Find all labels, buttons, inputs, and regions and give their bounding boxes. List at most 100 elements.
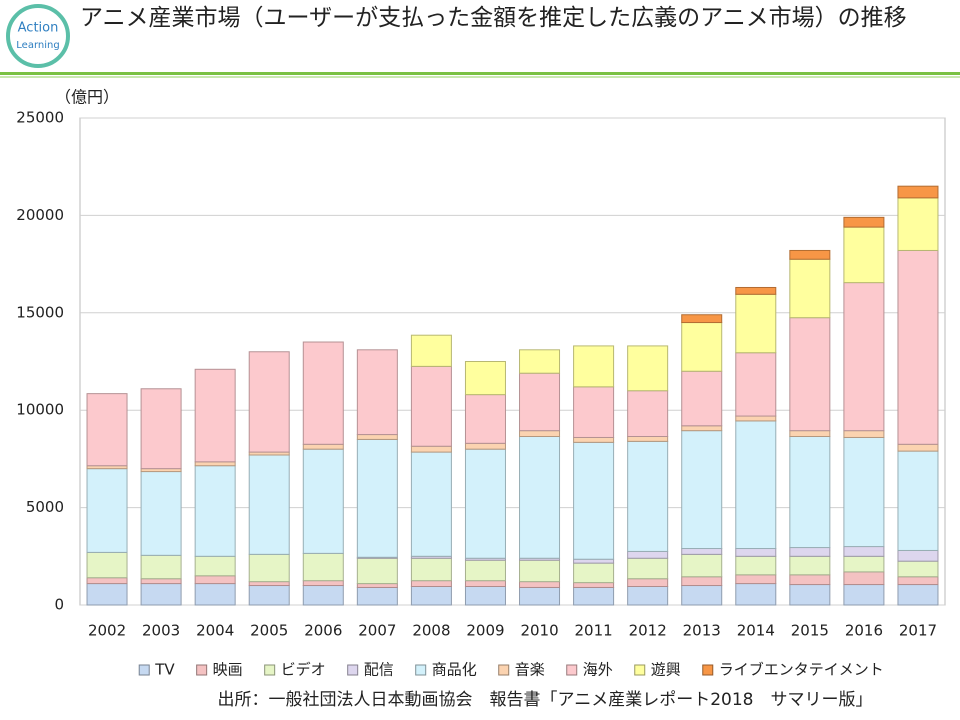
bar-segment <box>735 415 777 422</box>
legend-swatch <box>566 664 578 676</box>
bar-segment <box>735 286 777 295</box>
x-tick-label: 2004 <box>196 622 234 640</box>
bar-segment <box>356 583 398 588</box>
bar-segment <box>681 425 723 432</box>
bar-segment <box>789 435 831 549</box>
legend-swatch <box>196 664 208 676</box>
y-tick-label: 10000 <box>16 401 64 419</box>
legend-swatch <box>702 664 714 676</box>
x-tick-label: 2013 <box>683 622 721 640</box>
legend-swatch <box>264 664 276 676</box>
bar-segment <box>681 553 723 578</box>
bar-segment <box>519 349 561 374</box>
bar-segment <box>248 585 290 606</box>
bar-segment <box>681 548 723 555</box>
bar-segment <box>843 226 885 284</box>
bar-segment <box>248 351 290 453</box>
legend-swatch <box>498 664 510 676</box>
bar-segment <box>573 345 615 388</box>
bar-segment <box>789 555 831 576</box>
y-tick-label: 0 <box>54 596 64 614</box>
bar-segment <box>302 443 344 450</box>
logo-ring <box>6 4 70 68</box>
bar-segment <box>140 471 182 556</box>
bar-segment <box>735 583 777 606</box>
legend-swatch <box>634 664 646 676</box>
bar-segment <box>356 434 398 440</box>
bar-segment <box>302 552 344 582</box>
legend-label: 配信 <box>364 661 394 679</box>
bar-segment <box>843 430 885 438</box>
bar-segment <box>140 578 182 585</box>
bar-segment <box>897 185 939 199</box>
bar-segment <box>573 386 615 438</box>
bar-segment <box>897 249 939 445</box>
bar-segment <box>248 454 290 555</box>
x-tick-label: 2006 <box>304 622 342 640</box>
bar-segment <box>573 558 615 564</box>
bar-segment <box>86 583 128 606</box>
bar-segment <box>519 435 561 559</box>
bar-segment <box>681 430 723 550</box>
x-tick-label: 2014 <box>737 622 775 640</box>
bar-segment <box>356 586 398 606</box>
x-tick-label: 2015 <box>791 622 829 640</box>
bar-segment <box>843 571 885 586</box>
title-rule <box>0 76 960 78</box>
bar-segment <box>86 551 128 579</box>
legend-label: 商品化 <box>432 661 477 679</box>
bar-segment <box>194 465 236 557</box>
bar-segment <box>410 557 452 582</box>
bar-segment <box>735 574 777 585</box>
bar-segment <box>627 435 669 442</box>
legend-swatch <box>347 664 359 676</box>
legend-label: 海外 <box>583 661 613 679</box>
bar-segment <box>789 547 831 557</box>
y-tick-label: 15000 <box>16 303 64 321</box>
bar-segment <box>789 258 831 319</box>
bar-segment <box>573 441 615 560</box>
bar-segment <box>789 317 831 432</box>
bar-segment <box>843 282 885 432</box>
bar-segment <box>897 450 939 551</box>
x-tick-label: 2012 <box>629 622 667 640</box>
bar-segment <box>356 438 398 558</box>
bar-segment <box>519 586 561 606</box>
bar-segment <box>897 584 939 606</box>
source-note: 出所：一般社団法人日本動画協会 報告書「アニメ産業レポート2018 サマリー版」 <box>218 690 873 710</box>
bar-segment <box>681 314 723 324</box>
legend-label: 音楽 <box>515 661 545 679</box>
bar-segment <box>843 584 885 606</box>
bar-segment <box>681 370 723 427</box>
bar-segment <box>194 575 236 585</box>
bar-segment <box>86 468 128 553</box>
bar-segment <box>735 352 777 417</box>
bar-segment <box>681 576 723 587</box>
bar-segment <box>789 430 831 437</box>
bar-segment <box>464 559 506 582</box>
bar-segment <box>410 580 452 587</box>
bar-segment <box>843 546 885 557</box>
y-tick-label: 25000 <box>16 109 64 127</box>
bar-segment <box>843 436 885 548</box>
bar-segment <box>897 197 939 251</box>
y-tick-label: 20000 <box>16 206 64 224</box>
bar-segment <box>464 442 506 450</box>
bar-segment <box>897 549 939 562</box>
bar-segment <box>627 440 669 552</box>
chart-title: アニメ産業市場（ユーザーが支払った金額を推定した広義のアニメ市場）の推移 <box>80 5 907 31</box>
bar-segment <box>519 430 561 437</box>
bar-segment <box>627 557 669 580</box>
bar-segment <box>735 548 777 557</box>
bar-segment <box>140 583 182 606</box>
bar-segment <box>789 574 831 586</box>
bar-segment <box>735 420 777 550</box>
bar-segment <box>410 451 452 557</box>
bar-segment <box>735 555 777 576</box>
bar-segment <box>573 436 615 443</box>
bar-segment <box>194 583 236 606</box>
x-tick-label: 2007 <box>358 622 396 640</box>
bar-segment <box>248 581 290 587</box>
legend-label: TV <box>154 661 175 679</box>
bar-segment <box>843 555 885 573</box>
